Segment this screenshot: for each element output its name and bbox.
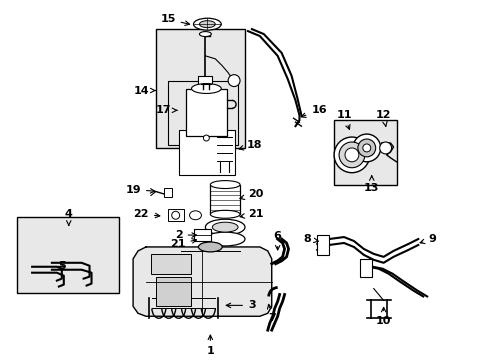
Text: 17: 17 bbox=[155, 105, 177, 115]
Text: 2: 2 bbox=[175, 230, 196, 240]
Text: 21: 21 bbox=[170, 239, 196, 249]
Ellipse shape bbox=[193, 18, 221, 30]
Bar bbox=[163, 188, 171, 197]
Circle shape bbox=[362, 144, 370, 152]
Circle shape bbox=[228, 75, 240, 86]
Bar bbox=[156, 29, 244, 148]
Text: 7: 7 bbox=[267, 304, 275, 323]
Bar bbox=[198, 76, 212, 110]
Ellipse shape bbox=[189, 211, 201, 220]
Circle shape bbox=[203, 135, 209, 141]
Ellipse shape bbox=[205, 232, 244, 246]
Ellipse shape bbox=[210, 181, 240, 189]
Text: 10: 10 bbox=[375, 307, 390, 326]
Text: 6: 6 bbox=[273, 231, 281, 250]
Text: 15: 15 bbox=[160, 14, 189, 26]
Circle shape bbox=[352, 134, 380, 162]
Bar bbox=[151, 254, 190, 274]
Ellipse shape bbox=[191, 84, 221, 94]
Text: 13: 13 bbox=[363, 176, 379, 193]
Bar bbox=[167, 81, 238, 145]
Text: 19: 19 bbox=[125, 185, 155, 194]
Bar bbox=[178, 130, 235, 175]
Bar bbox=[359, 259, 371, 276]
Text: 18: 18 bbox=[239, 140, 262, 150]
Circle shape bbox=[345, 148, 358, 162]
Ellipse shape bbox=[199, 21, 215, 28]
Text: 20: 20 bbox=[240, 189, 263, 199]
Ellipse shape bbox=[212, 222, 238, 232]
Bar bbox=[193, 229, 211, 241]
Text: 12: 12 bbox=[375, 110, 390, 126]
Polygon shape bbox=[133, 247, 271, 316]
Bar bbox=[210, 185, 240, 214]
Ellipse shape bbox=[198, 242, 222, 252]
Bar bbox=[317, 235, 328, 255]
Circle shape bbox=[357, 139, 375, 157]
Text: 4: 4 bbox=[65, 209, 73, 225]
Bar bbox=[167, 209, 183, 221]
Ellipse shape bbox=[210, 210, 240, 218]
Circle shape bbox=[338, 142, 364, 168]
Text: 3: 3 bbox=[226, 300, 255, 310]
Text: 21: 21 bbox=[240, 209, 263, 219]
Text: 14: 14 bbox=[133, 86, 155, 95]
Bar bbox=[333, 120, 397, 185]
Text: 8: 8 bbox=[303, 234, 318, 244]
Text: 1: 1 bbox=[206, 335, 214, 356]
Circle shape bbox=[333, 137, 369, 173]
Circle shape bbox=[379, 142, 391, 154]
Text: 16: 16 bbox=[301, 105, 326, 117]
Ellipse shape bbox=[199, 32, 211, 37]
Text: 22: 22 bbox=[133, 209, 160, 219]
Circle shape bbox=[171, 211, 179, 219]
Text: 9: 9 bbox=[419, 234, 435, 244]
Bar bbox=[17, 217, 119, 293]
Bar bbox=[185, 89, 227, 136]
Bar bbox=[156, 276, 190, 306]
Text: 5: 5 bbox=[58, 261, 65, 271]
Ellipse shape bbox=[205, 219, 244, 235]
Text: 11: 11 bbox=[336, 110, 351, 129]
